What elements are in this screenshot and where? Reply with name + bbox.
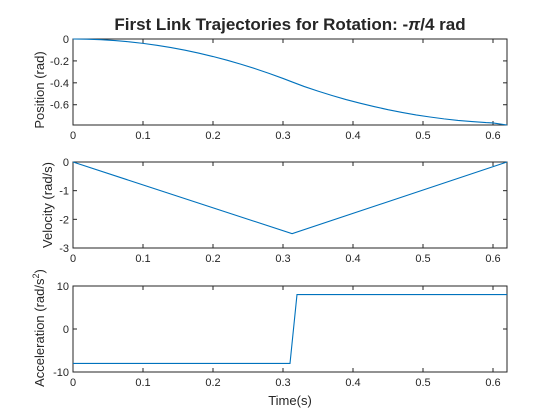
position-x-tick-label: 0.3 [275, 130, 290, 142]
velocity-x-tick-label: 0 [70, 253, 76, 265]
position-x-tick-label: 0.2 [205, 130, 220, 142]
velocity-series-line [72, 161, 508, 235]
velocity-plot-area [72, 161, 508, 249]
x-axis-label: Time(s) [268, 393, 312, 408]
velocity-x-tick-label: 0.1 [135, 253, 150, 265]
chart-title: First Link Trajectories for Rotation: -π… [114, 15, 465, 34]
acceleration-y-axis-label: Acceleration (rad/s2) [31, 269, 47, 387]
acceleration-x-tick-label: 0 [70, 377, 76, 389]
velocity-x-tick-label: 0.6 [485, 253, 500, 265]
acceleration-y-tick-label: 0 [63, 324, 69, 336]
position-series-line [72, 38, 508, 126]
acceleration-x-tick-label: 0.4 [345, 377, 360, 389]
acceleration-x-tick-label: 0.2 [205, 377, 220, 389]
position-x-tick-label: 0.6 [485, 130, 500, 142]
position-x-tick-label: 0 [70, 130, 76, 142]
position-y-axis-label: Position (rad) [32, 51, 47, 128]
position-y-tick-label: 0 [63, 34, 69, 46]
velocity-x-tick-label: 0.5 [415, 253, 430, 265]
velocity-y-tick-label: -2 [59, 214, 69, 226]
position-plot-area [72, 38, 508, 126]
acceleration-y-tick-label: -10 [53, 367, 69, 379]
acceleration-y-tick-label: 10 [57, 281, 69, 293]
acceleration-x-tick-label: 0.3 [275, 377, 290, 389]
velocity-y-tick-label: 0 [63, 157, 69, 169]
position-x-tick-label: 0.4 [345, 130, 360, 142]
position-x-tick-label: 0.5 [415, 130, 430, 142]
velocity-y-tick-label: -1 [59, 186, 69, 198]
position-x-tick-label: 0.1 [135, 130, 150, 142]
velocity-axes: 0 0.1 0.2 0.3 0.4 0.5 0.6 0 -1 -2 -3 [59, 157, 508, 265]
position-y-tick-label: -0.6 [50, 100, 69, 112]
acceleration-x-tick-label: 0.5 [415, 377, 430, 389]
acceleration-series-line [73, 294, 507, 364]
velocity-x-tick-label: 0.4 [345, 253, 360, 265]
acceleration-plot-area [72, 285, 508, 373]
position-axes: 0 0.1 0.2 0.3 0.4 0.5 0.6 0 -0.2 -0.4 -0.6 [50, 34, 508, 142]
acceleration-x-tick-label: 0.6 [485, 377, 500, 389]
position-y-tick-label: -0.2 [50, 56, 69, 68]
velocity-y-tick-label: -3 [59, 243, 69, 255]
acceleration-x-tick-label: 0.1 [135, 377, 150, 389]
velocity-x-tick-label: 0.3 [275, 253, 290, 265]
position-y-tick-label: -0.4 [50, 78, 69, 90]
velocity-y-axis-label: Velocity (rad/s) [40, 162, 55, 248]
velocity-x-tick-label: 0.2 [205, 253, 220, 265]
